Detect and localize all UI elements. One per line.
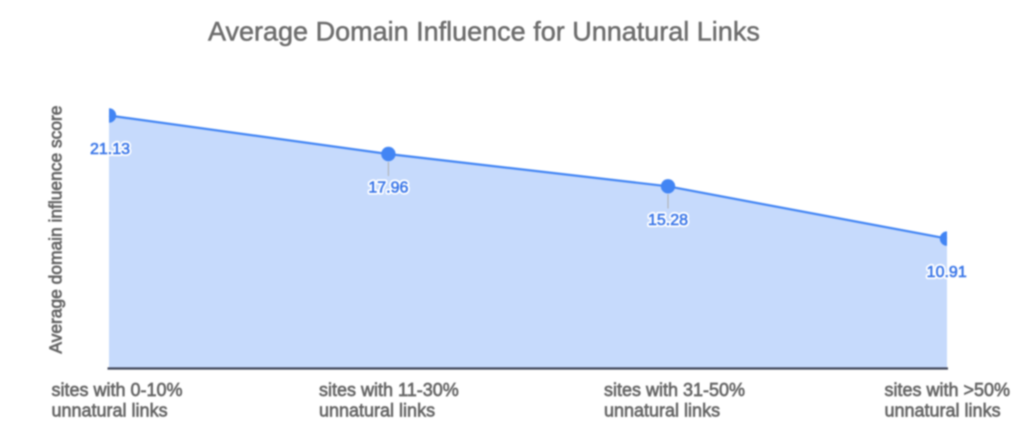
svg-text:sites with >50%: sites with >50%: [885, 380, 1011, 400]
svg-text:unnatural links: unnatural links: [885, 401, 1001, 421]
svg-text:21.13: 21.13: [90, 141, 130, 158]
svg-text:sites with 0-10%: sites with 0-10%: [52, 380, 183, 400]
svg-text:Average domain influence score: Average domain influence score: [46, 106, 66, 354]
svg-text:unnatural links: unnatural links: [604, 401, 720, 421]
svg-text:17.96: 17.96: [368, 180, 408, 197]
svg-text:sites with 31-50%: sites with 31-50%: [604, 380, 745, 400]
svg-text:Average Domain Influence for U: Average Domain Influence for Unnatural L…: [208, 17, 760, 47]
svg-text:15.28: 15.28: [648, 212, 688, 229]
svg-text:17.96: 17.96: [368, 180, 408, 197]
svg-text:21.13: 21.13: [90, 141, 130, 158]
svg-text:10.91: 10.91: [927, 264, 967, 281]
svg-text:unnatural links: unnatural links: [319, 401, 435, 421]
svg-text:10.91: 10.91: [927, 264, 967, 281]
svg-text:unnatural links: unnatural links: [52, 401, 168, 421]
svg-text:15.28: 15.28: [648, 212, 688, 229]
svg-text:sites with 11-30%: sites with 11-30%: [319, 380, 459, 400]
